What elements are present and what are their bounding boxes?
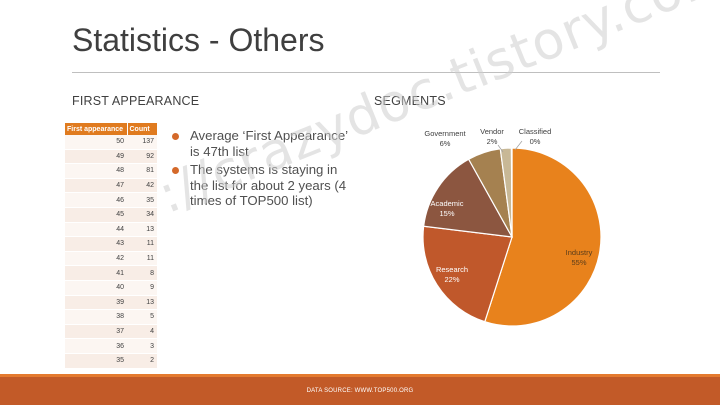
table-row: 44 13 bbox=[65, 222, 157, 238]
bullet-item: The systems is staying in the list for a… bbox=[170, 162, 350, 209]
table-body: 50 137 49 92 48 81 47 42 46 35 45 34 44 13 43 11 42 11 41 8… bbox=[65, 135, 157, 369]
pie-label-industry: Industry bbox=[566, 248, 593, 257]
pie-label-academic: Academic bbox=[431, 199, 464, 208]
table-row: 36 3 bbox=[65, 338, 157, 354]
cell-first-appearance: 47 bbox=[65, 178, 127, 194]
cell-count: 92 bbox=[127, 149, 157, 165]
cell-first-appearance: 50 bbox=[65, 135, 127, 150]
cell-count: 5 bbox=[127, 309, 157, 325]
cell-count: 34 bbox=[127, 207, 157, 223]
pie-label-vendor: Vendor bbox=[480, 127, 504, 136]
pie-pct-industry: 55% bbox=[571, 258, 586, 267]
pie-pct-vendor: 2% bbox=[487, 137, 498, 146]
bullet-dot-icon bbox=[172, 133, 179, 140]
cell-count: 8 bbox=[127, 265, 157, 281]
cell-count: 13 bbox=[127, 295, 157, 311]
table-row: 39 13 bbox=[65, 295, 157, 311]
footer-source: DATA SOURCE: WWW.TOP500.ORG bbox=[306, 388, 414, 394]
cell-count: 9 bbox=[127, 280, 157, 296]
table-row: 48 81 bbox=[65, 163, 157, 179]
pie-leader-line bbox=[514, 140, 523, 151]
cell-first-appearance: 43 bbox=[65, 236, 127, 252]
cell-first-appearance: 42 bbox=[65, 251, 127, 267]
table-row: 49 92 bbox=[65, 149, 157, 165]
table-header-first-appearance: First appearance bbox=[65, 123, 128, 135]
pie-slice-research bbox=[422, 225, 513, 323]
cell-first-appearance: 41 bbox=[65, 265, 127, 281]
cell-count: 81 bbox=[127, 163, 157, 179]
title-divider bbox=[72, 72, 660, 73]
segments-heading: SEGMENTS bbox=[374, 94, 446, 108]
cell-count: 11 bbox=[127, 236, 157, 252]
pie-pct-academic: 15% bbox=[439, 209, 454, 218]
cell-first-appearance: 44 bbox=[65, 222, 127, 238]
table-row: 38 5 bbox=[65, 309, 157, 325]
cell-first-appearance: 38 bbox=[65, 309, 127, 325]
cell-count: 137 bbox=[127, 135, 157, 150]
pie-slice-classified bbox=[510, 147, 513, 238]
pie-slice-industry bbox=[484, 147, 602, 327]
cell-first-appearance: 46 bbox=[65, 192, 127, 208]
table-row: 45 34 bbox=[65, 207, 157, 223]
first-appearance-table: First appearance Count 50 137 49 92 48 81 47 42… bbox=[65, 123, 158, 369]
bullet-text: The systems is staying in the list for a… bbox=[190, 162, 347, 208]
slide-title: Statistics - Others bbox=[72, 22, 325, 58]
footer-accent-stripe bbox=[0, 374, 720, 377]
pie-leader-line bbox=[497, 144, 504, 153]
pie-slice-vendor bbox=[499, 147, 513, 238]
cell-count: 42 bbox=[127, 178, 157, 194]
pie-label-research: Research bbox=[436, 265, 468, 274]
pie-label-government: Government bbox=[424, 129, 466, 138]
pie-slice-government bbox=[467, 148, 513, 238]
pie-label-classified: Classified bbox=[519, 127, 552, 136]
bullet-list: Average ‘First Appearance’ is 47th list … bbox=[170, 128, 350, 212]
pie-slice-academic bbox=[422, 158, 514, 238]
table-row: 42 11 bbox=[65, 251, 157, 267]
cell-first-appearance: 49 bbox=[65, 149, 127, 165]
bullet-item: Average ‘First Appearance’ is 47th list bbox=[170, 128, 350, 159]
table-row: 46 35 bbox=[65, 192, 157, 208]
table-row: 43 11 bbox=[65, 236, 157, 252]
cell-first-appearance: 48 bbox=[65, 163, 127, 179]
table-row: 41 8 bbox=[65, 265, 157, 281]
cell-count: 11 bbox=[127, 251, 157, 267]
cell-first-appearance: 37 bbox=[65, 324, 127, 340]
cell-first-appearance: 40 bbox=[65, 280, 127, 296]
cell-count: 3 bbox=[127, 338, 157, 354]
table-row: 37 4 bbox=[65, 324, 157, 340]
table-header-row: First appearance Count bbox=[65, 123, 158, 135]
pie-pct-government: 6% bbox=[440, 139, 451, 148]
table-row: 47 42 bbox=[65, 178, 157, 194]
cell-count: 2 bbox=[127, 353, 157, 369]
cell-count: 35 bbox=[127, 192, 157, 208]
first-appearance-heading: FIRST APPEARANCE bbox=[72, 94, 200, 108]
cell-first-appearance: 36 bbox=[65, 338, 127, 354]
cell-first-appearance: 35 bbox=[65, 353, 127, 369]
pie-pct-research: 22% bbox=[444, 275, 459, 284]
pie-pct-classified: 0% bbox=[530, 137, 541, 146]
cell-first-appearance: 45 bbox=[65, 207, 127, 223]
table-row: 40 9 bbox=[65, 280, 157, 296]
table-row: 35 2 bbox=[65, 353, 157, 369]
cell-count: 4 bbox=[127, 324, 157, 340]
table-header-count: Count bbox=[127, 123, 158, 135]
table-row: 50 137 bbox=[65, 135, 157, 150]
bullet-dot-icon bbox=[172, 167, 179, 174]
cell-first-appearance: 39 bbox=[65, 295, 127, 311]
bullet-text: Average ‘First Appearance’ is 47th list bbox=[190, 128, 348, 159]
cell-count: 13 bbox=[127, 222, 157, 238]
footer-bar bbox=[0, 374, 720, 405]
